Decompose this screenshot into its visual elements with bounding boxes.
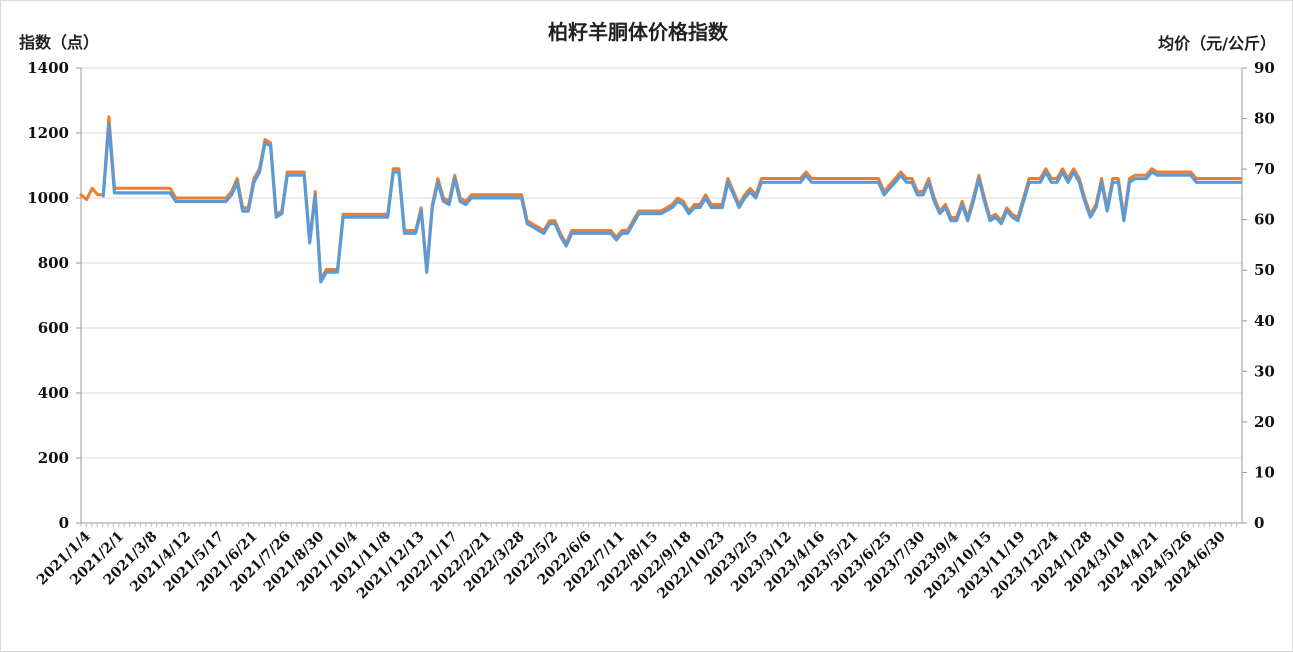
right-y-tick-label: 0	[1254, 514, 1264, 532]
left-axis-label: 指数（点）	[19, 33, 99, 52]
left-y-tick-label: 1000	[27, 189, 69, 207]
left-y-tick-label: 1400	[27, 59, 69, 77]
right-y-tick-label: 50	[1254, 261, 1275, 279]
x-ticks: 2021/1/42021/2/12021/3/82021/4/122021/5/…	[34, 523, 1238, 602]
left-y-tick-label: 400	[38, 384, 69, 402]
left-y-tick-label: 600	[38, 319, 69, 337]
axes	[80, 68, 1243, 524]
left-y-tick-label: 800	[38, 254, 69, 272]
right-y-tick-label: 10	[1254, 463, 1275, 481]
right-axis-label: 均价（元/公斤）	[1158, 34, 1276, 53]
left-y-ticks: 0 200 400 600 800 1000 1200 1400	[27, 59, 81, 532]
chart-title: 柏籽羊胴体价格指数	[548, 20, 729, 44]
right-y-tick-label: 80	[1254, 110, 1275, 128]
right-y-tick-label: 30	[1254, 362, 1275, 380]
right-y-ticks: 0 10 20 30 40 50 60 70 80 90	[1242, 59, 1275, 532]
right-y-tick-label: 70	[1254, 160, 1275, 178]
right-y-tick-label: 90	[1254, 59, 1275, 77]
right-y-tick-label: 20	[1254, 413, 1275, 431]
left-y-tick-label: 200	[38, 449, 69, 467]
left-y-tick-label: 1200	[27, 124, 69, 142]
right-y-tick-label: 60	[1254, 211, 1275, 229]
left-y-tick-label: 0	[59, 514, 69, 532]
right-y-tick-label: 40	[1254, 312, 1275, 330]
series-line-price	[101, 122, 1243, 284]
series-lines	[79, 115, 1243, 284]
gridlines	[81, 67, 1242, 459]
